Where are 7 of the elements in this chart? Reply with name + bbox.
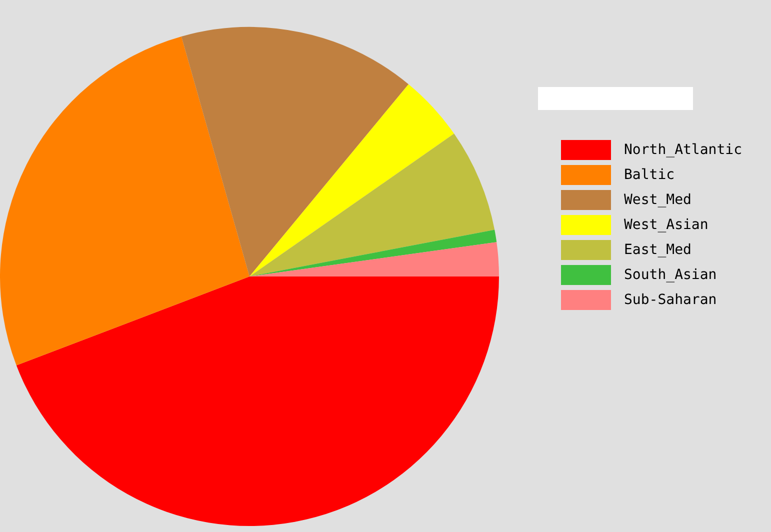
legend-label: Sub-Saharan — [624, 292, 717, 308]
legend-label: West_Med — [624, 192, 692, 208]
legend-label: South_Asian — [624, 266, 717, 282]
legend-label: West_Asian — [624, 216, 708, 232]
legend-label: East_Med — [624, 242, 692, 258]
legend-label: Baltic — [624, 166, 675, 182]
legend-label: North_Atlantic — [624, 142, 742, 158]
